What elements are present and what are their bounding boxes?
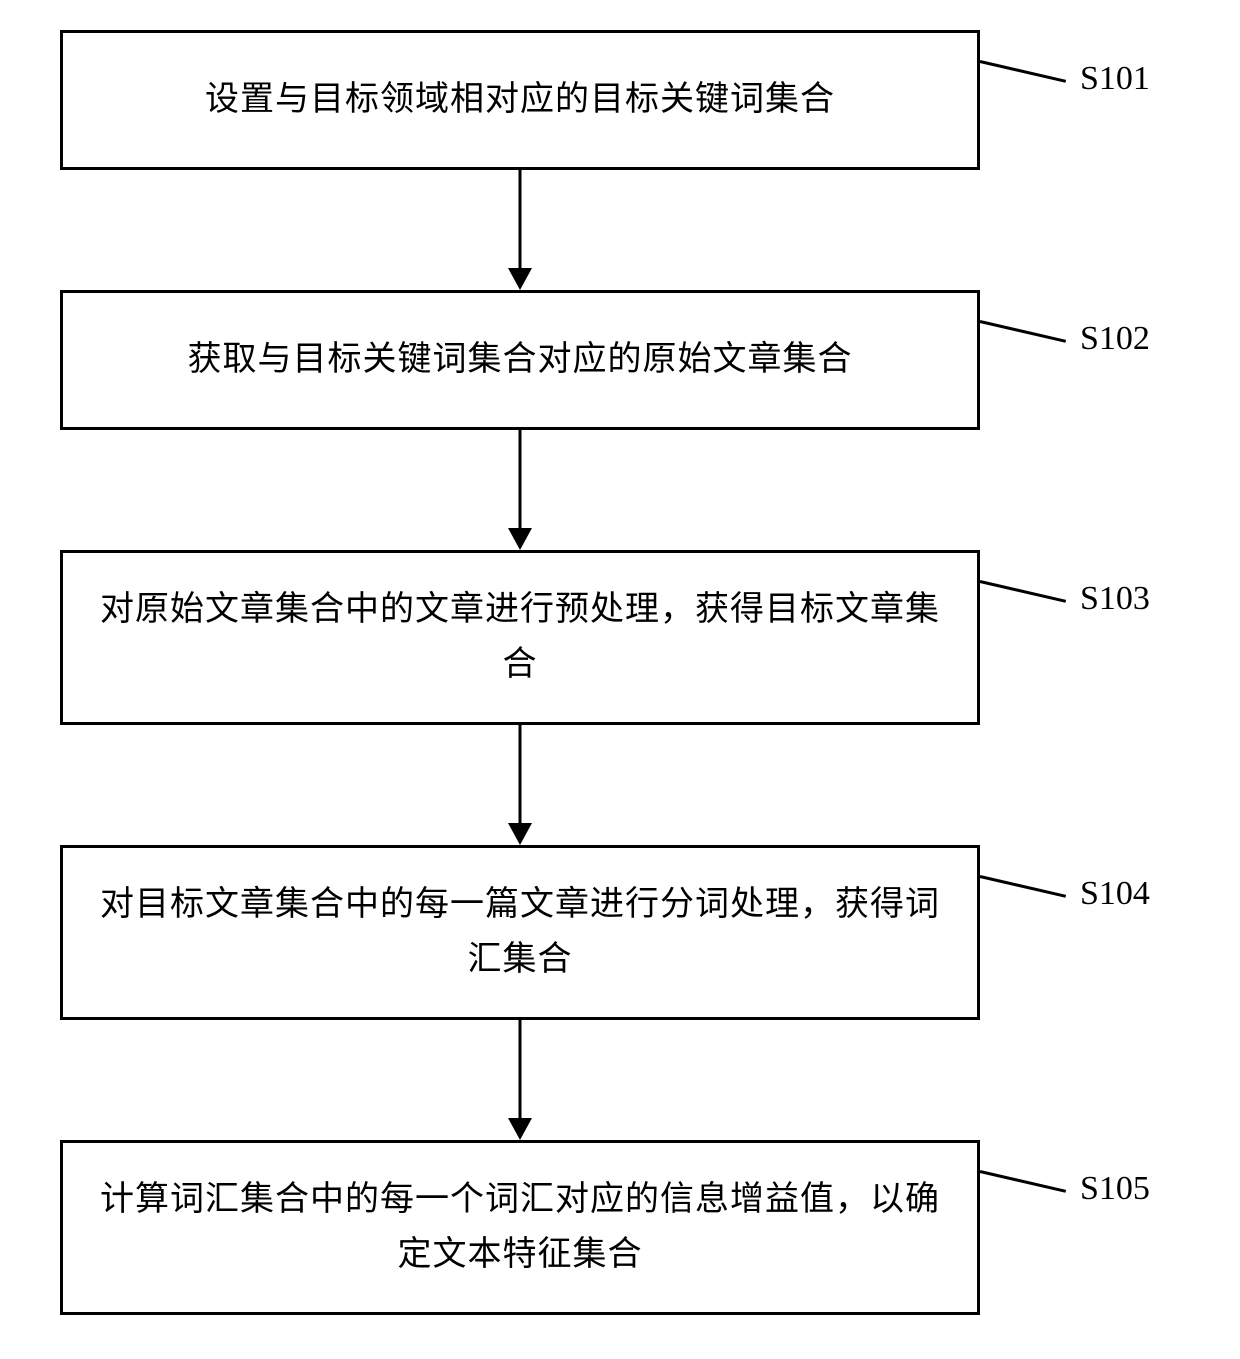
step-label-s101: S101 <box>1080 60 1150 98</box>
connector-s103 <box>980 580 1066 603</box>
connector-s105 <box>980 1170 1066 1193</box>
step-label-s105: S105 <box>1080 1170 1150 1208</box>
step-box-s103: 对原始文章集合中的文章进行预处理，获得目标文章集合 <box>60 550 980 725</box>
step-label-s104: S104 <box>1080 875 1150 913</box>
step-box-s104: 对目标文章集合中的每一篇文章进行分词处理，获得词汇集合 <box>60 845 980 1020</box>
step-text: 对原始文章集合中的文章进行预处理，获得目标文章集合 <box>93 583 947 692</box>
step-label-s102: S102 <box>1080 320 1150 358</box>
arrow-head-icon <box>508 823 532 845</box>
step-text: 获取与目标关键词集合对应的原始文章集合 <box>188 333 853 387</box>
arrow-line-icon <box>519 170 522 268</box>
step-box-s101: 设置与目标领域相对应的目标关键词集合 <box>60 30 980 170</box>
step-label-s103: S103 <box>1080 580 1150 618</box>
connector-s104 <box>980 875 1066 898</box>
arrow-line-icon <box>519 430 522 528</box>
step-text: 对目标文章集合中的每一篇文章进行分词处理，获得词汇集合 <box>93 878 947 987</box>
step-text: 计算词汇集合中的每一个词汇对应的信息增益值，以确定文本特征集合 <box>93 1173 947 1282</box>
arrow-head-icon <box>508 1118 532 1140</box>
step-text: 设置与目标领域相对应的目标关键词集合 <box>205 73 835 127</box>
arrow-line-icon <box>519 725 522 823</box>
arrow-line-icon <box>519 1020 522 1118</box>
connector-s102 <box>980 320 1066 343</box>
step-box-s105: 计算词汇集合中的每一个词汇对应的信息增益值，以确定文本特征集合 <box>60 1140 980 1315</box>
flowchart-canvas: 设置与目标领域相对应的目标关键词集合 S101 获取与目标关键词集合对应的原始文… <box>0 0 1240 1359</box>
step-box-s102: 获取与目标关键词集合对应的原始文章集合 <box>60 290 980 430</box>
connector-s101 <box>980 60 1066 83</box>
arrow-head-icon <box>508 528 532 550</box>
arrow-head-icon <box>508 268 532 290</box>
